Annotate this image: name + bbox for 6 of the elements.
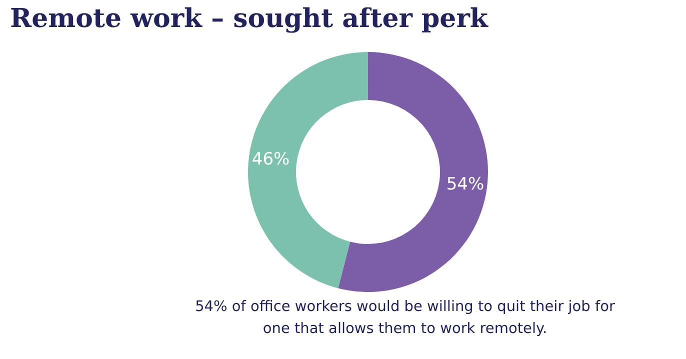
text: 54% of office workers would be willing to quit their job for one that allows them to work remotely.: [195, 299, 615, 337]
chart-title: Remote work – sought after perk: [10, 4, 489, 34]
data-label: 46%: [252, 150, 290, 170]
donut-slice: [338, 52, 488, 292]
donut-slice: [248, 52, 368, 288]
data-label: 54%: [446, 174, 484, 194]
